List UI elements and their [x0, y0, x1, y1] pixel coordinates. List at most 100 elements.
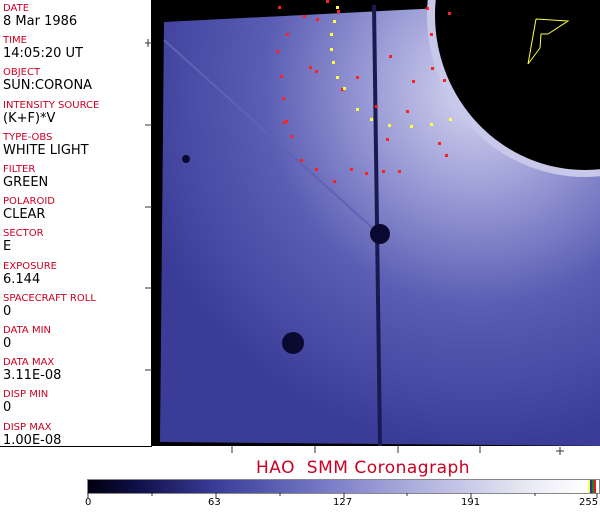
- grid-dot: [386, 138, 389, 141]
- colorbar-label: 255: [579, 497, 599, 508]
- field-value: WHITE LIGHT: [3, 142, 89, 158]
- field-label: DISP MIN: [3, 389, 49, 401]
- grid-dot: [410, 125, 413, 128]
- grid-dot: [333, 180, 336, 183]
- field-value: 0: [3, 336, 12, 351]
- header-field: SPACECRAFT ROLL 0: [3, 293, 96, 319]
- field-value: 0: [3, 400, 12, 416]
- header-field: DATE 8 Mar 1986: [3, 3, 77, 29]
- header-field: DATA MIN 0: [3, 325, 51, 351]
- grid-dot: [356, 76, 359, 79]
- grid-dot: [280, 75, 283, 78]
- field-label: DATA MAX: [3, 357, 55, 369]
- grid-dot: [430, 33, 433, 36]
- grid-dot: [430, 123, 433, 126]
- colorbar-label: 191: [461, 497, 481, 508]
- grid-dot: [356, 108, 359, 111]
- grid-dot: [315, 168, 318, 171]
- header-field: DISP MAX 1.00E-08: [3, 422, 61, 448]
- field-label: INTENSITY SOURCE: [3, 99, 100, 111]
- grid-dot: [278, 6, 281, 9]
- field-label: POLAROID: [3, 196, 56, 208]
- field-value: GREEN: [3, 175, 49, 190]
- field-value: CLEAR: [3, 207, 46, 223]
- grid-dot: [445, 154, 448, 157]
- field-label: EXPOSURE: [3, 260, 58, 272]
- grid-dot: [336, 6, 339, 9]
- header-field: FILTER GREEN: [3, 164, 48, 190]
- header-field: SECTOR E: [3, 228, 44, 254]
- field-value: 1.00E-08: [3, 432, 62, 448]
- occulter-disk: [435, 0, 600, 170]
- colorbar-label: 127: [333, 497, 353, 508]
- colorbar-yellow-entry: [588, 480, 590, 493]
- grid-dot: [365, 172, 368, 175]
- field-value: (K+F)*V: [3, 110, 56, 126]
- grid-dot: [426, 7, 429, 10]
- field-value: 6.144: [3, 271, 41, 287]
- colorbar-ticks: [87, 493, 598, 498]
- grid-dot: [303, 15, 306, 18]
- header-field: TYPE-OBS WHITE LIGHT: [3, 132, 89, 158]
- field-label: DATE: [3, 3, 30, 14]
- field-value: 3.11E-08: [3, 368, 62, 384]
- grid-dot: [412, 80, 415, 83]
- grid-dot: [406, 110, 409, 113]
- grid-dot: [333, 20, 336, 23]
- grid-dot: [343, 87, 346, 90]
- grid-dot: [309, 66, 312, 69]
- grid-dot: [285, 120, 288, 123]
- field-value: 8 Mar 1986: [3, 14, 78, 29]
- dust-spot: [282, 332, 304, 354]
- field-label: OBJECT: [3, 67, 41, 79]
- grid-dot: [370, 118, 373, 121]
- grid-dot: [350, 168, 353, 171]
- grid-dot: [286, 33, 289, 36]
- colorbar-blue-entry: [590, 480, 592, 493]
- grid-dot: [332, 61, 335, 64]
- grid-dot: [336, 76, 339, 79]
- colorbar: [87, 479, 600, 494]
- grid-dot: [375, 105, 378, 108]
- field-value: 0: [3, 303, 12, 319]
- grid-dot: [330, 48, 333, 51]
- grid-dot: [449, 118, 452, 121]
- header-field: POLAROID CLEAR: [3, 196, 55, 222]
- colorbar-label: 63: [208, 497, 221, 508]
- grid-dot: [330, 33, 333, 36]
- coronagraph-image: [152, 0, 600, 447]
- field-label: FILTER: [3, 164, 36, 175]
- grid-dot: [337, 10, 340, 13]
- dust-spot: [370, 224, 390, 244]
- diagonal-streak: [163, 39, 378, 233]
- header-field: OBJECT SUN:CORONA: [3, 67, 92, 93]
- grid-dot: [276, 50, 279, 53]
- plot-title: HAO SMM Coronagraph: [256, 458, 471, 478]
- coronagraph-svg: [160, 0, 600, 447]
- field-label: TIME: [3, 35, 28, 47]
- grid-dot: [282, 97, 285, 100]
- grid-dot: [431, 67, 434, 70]
- field-label: SECTOR: [3, 228, 44, 240]
- grid-dot: [283, 121, 286, 124]
- grid-dot: [341, 88, 344, 91]
- grid-dot: [389, 55, 392, 58]
- grid-dot: [300, 159, 303, 162]
- grid-dot: [443, 79, 446, 82]
- field-value: SUN:CORONA: [3, 78, 93, 94]
- header-field: DATA MAX 3.11E-08: [3, 357, 61, 383]
- field-label: DATA MIN: [3, 325, 51, 336]
- solar-north-indicator: [527, 18, 570, 65]
- header-field: INTENSITY SOURCE (K+F)*V: [3, 100, 99, 126]
- grid-dot: [290, 135, 293, 138]
- field-label: SPACECRAFT ROLL: [3, 292, 96, 304]
- colorbar-red-entry: [594, 480, 596, 493]
- header-field: TIME 14:05:20 UT: [3, 35, 83, 61]
- field-label: TYPE-OBS: [3, 131, 53, 143]
- grid-dot: [382, 170, 385, 173]
- grid-dot: [438, 142, 441, 145]
- grid-dot: [398, 170, 401, 173]
- grid-dot: [316, 18, 319, 21]
- header-info-panel: DATE 8 Mar 1986 TIME 14:05:20 UT OBJECT SUN:C…: [0, 0, 152, 448]
- field-value: E: [3, 239, 12, 255]
